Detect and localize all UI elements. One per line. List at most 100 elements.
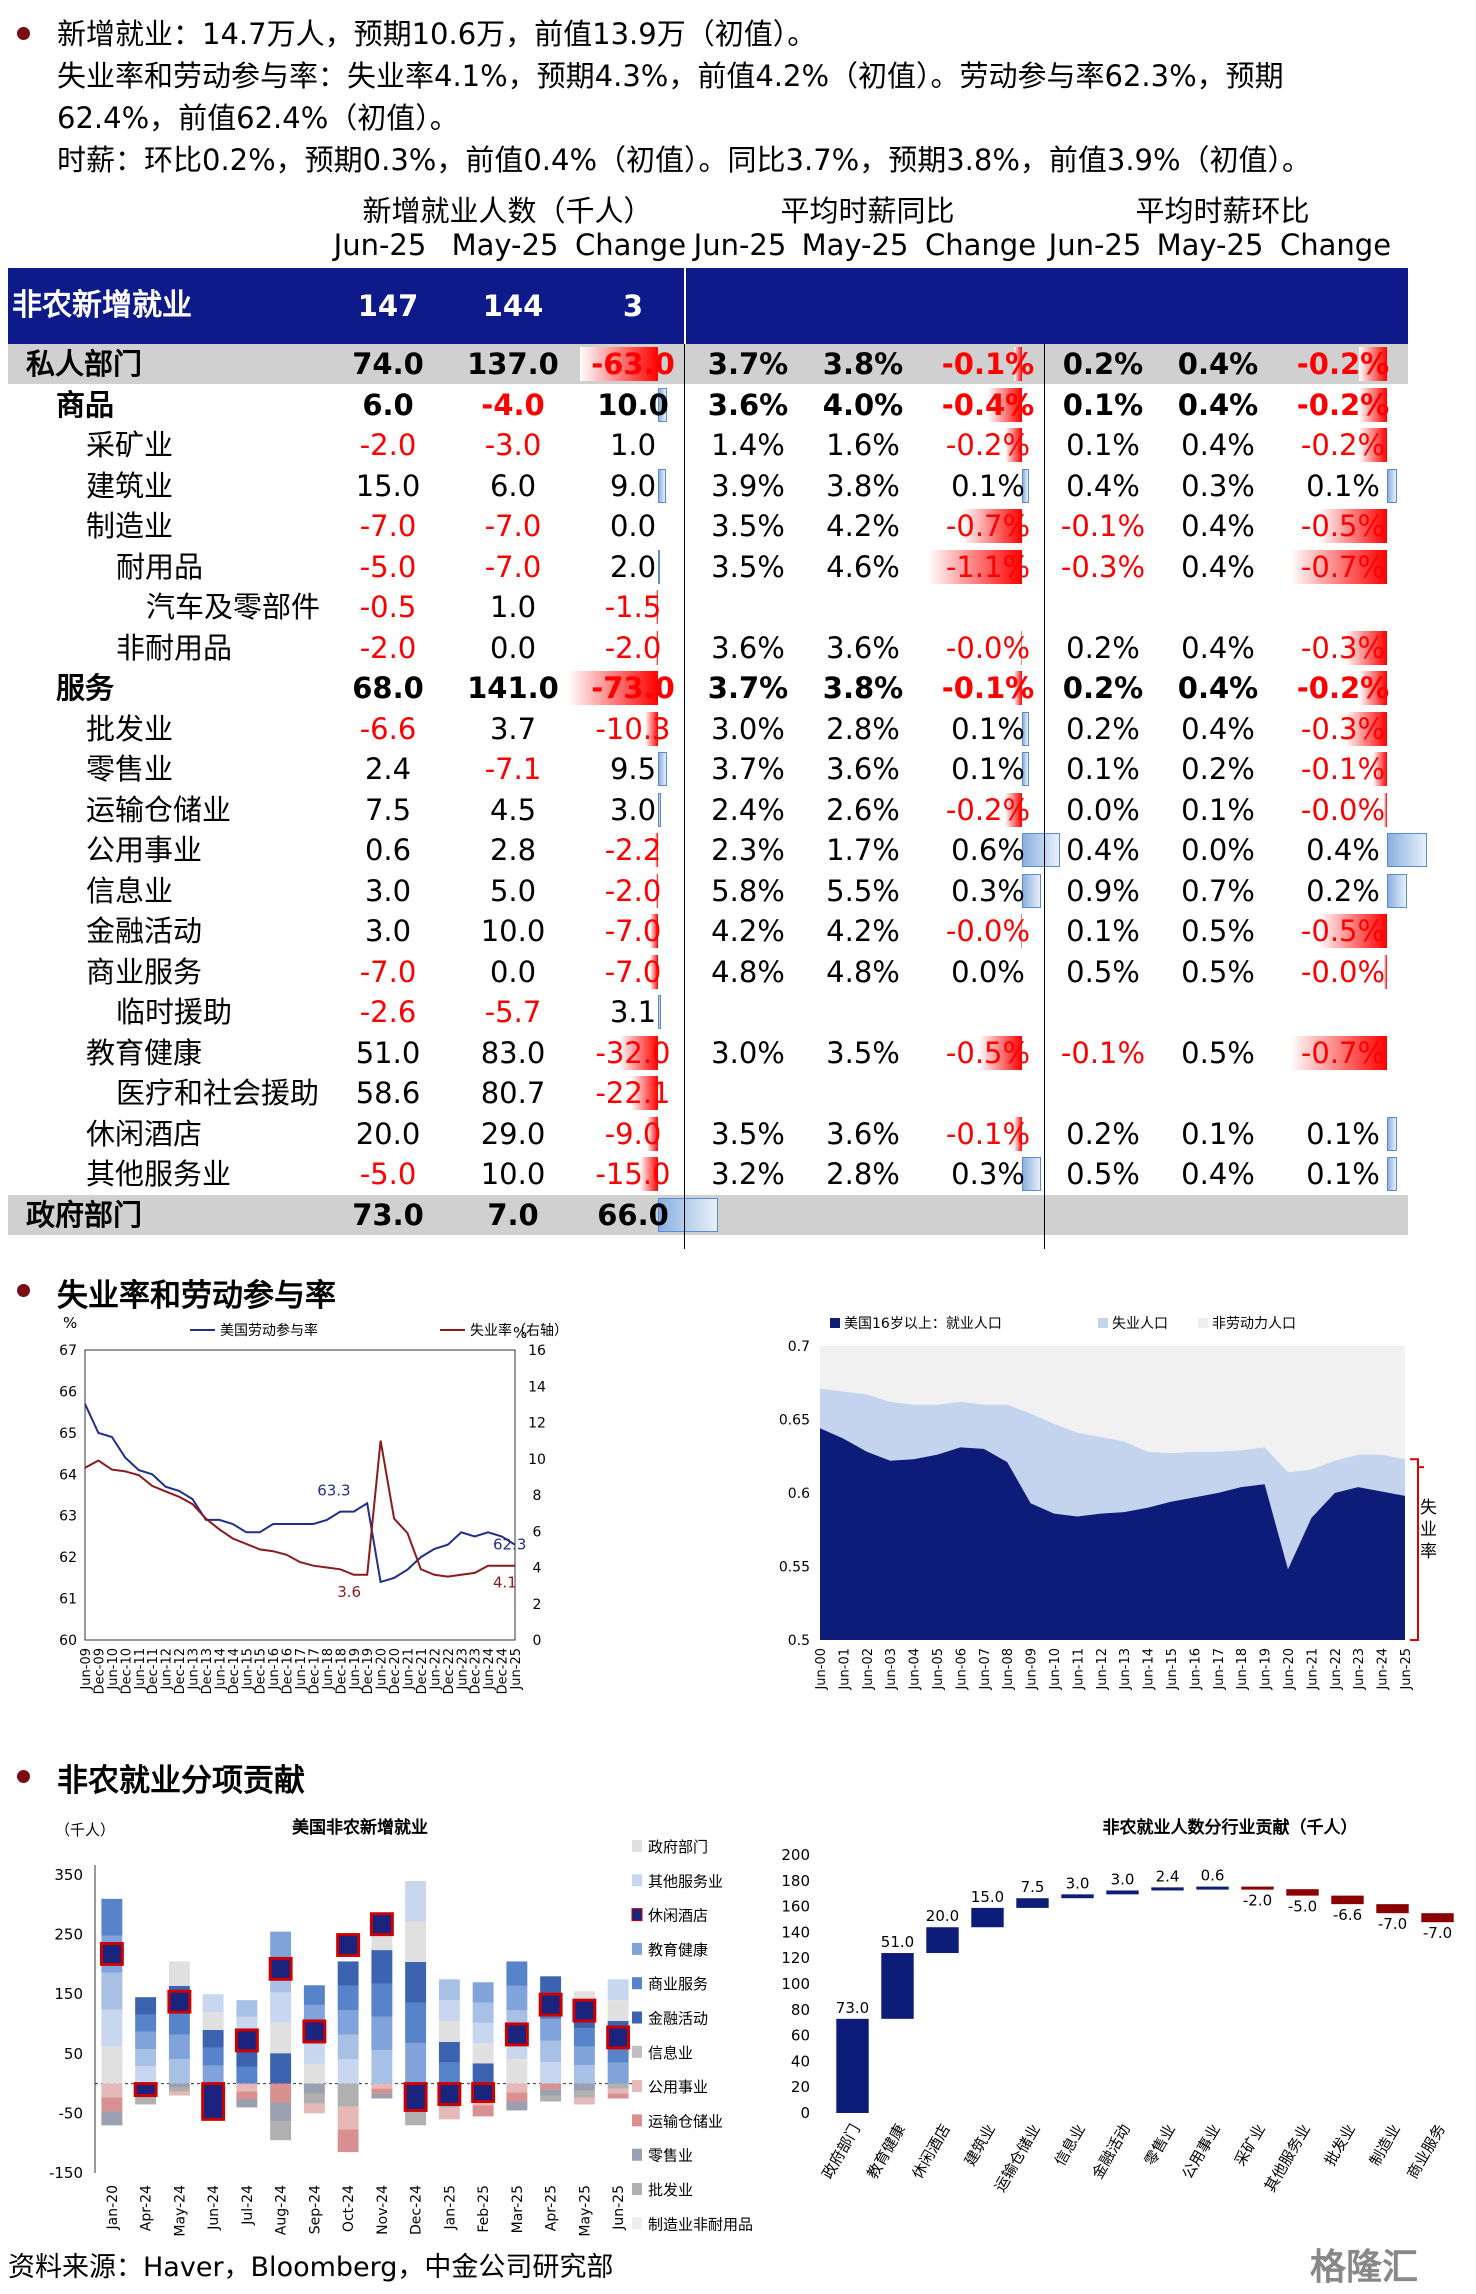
bar-segment — [472, 2022, 494, 2044]
x-tick-label: Jun-14 — [213, 1648, 228, 1691]
bar-segment — [101, 2097, 123, 2112]
x-tick-label: Dec-20 — [388, 1648, 403, 1694]
row-label: 运输仓储业 — [86, 792, 232, 827]
bar-segment — [202, 2065, 224, 2084]
x-tick-label: Dec-22 — [442, 1648, 457, 1694]
x-tick-label: Apr-25 — [544, 2185, 560, 2231]
x-tick-label: Dec-17 — [307, 1648, 322, 1694]
x-tick-label: Jun-25 — [1399, 1648, 1414, 1691]
row-value: 2.4% — [711, 792, 785, 827]
data-label: -5.0 — [1288, 1898, 1317, 1916]
waterfall-bar — [881, 1953, 914, 2019]
y-tick-label: 60 — [791, 2027, 810, 2045]
row-label: 建筑业 — [86, 468, 174, 503]
right-tick-label: 6 — [533, 1524, 542, 1540]
x-tick-label: 制造业 — [1366, 2121, 1404, 2169]
bar-segment — [506, 1985, 528, 2011]
row-label: 政府部门 — [26, 1197, 143, 1232]
bar-segment — [270, 2102, 292, 2122]
x-tick-label: Oct-24 — [341, 2185, 357, 2232]
x-tick-label: Mar-25 — [510, 2185, 526, 2233]
x-tick-label: Jun-24 — [482, 1648, 497, 1691]
total-marker — [133, 2082, 158, 2098]
x-tick-label: Jun-10 — [1048, 1648, 1063, 1691]
row-value: 3.7% — [707, 347, 789, 381]
right-tick-label: 8 — [533, 1488, 542, 1504]
x-tick-label: Dec-15 — [254, 1648, 269, 1694]
x-tick-label: Jun-10 — [106, 1648, 121, 1691]
change-bar — [1022, 833, 1060, 867]
bar-segment — [303, 1985, 325, 2005]
x-tick-label: Dec-18 — [334, 1648, 349, 1694]
waterfall-bar — [1331, 1895, 1364, 1905]
total-marker — [268, 1956, 293, 1981]
row-value: -7.1 — [484, 752, 542, 786]
table-row: 休闲酒店 20.0 29.0 -9.0 3.5% 3.6% -0.1% 0.2% 0.1% 0.1… — [8, 1114, 1408, 1154]
column-header: May-25 — [801, 228, 909, 262]
row-value: 0.4% — [1181, 509, 1255, 543]
bar-segment — [607, 2062, 629, 2084]
group-header-employment: 新增就业人数（千人） — [362, 194, 653, 228]
row-value: -32.0 — [595, 1035, 671, 1070]
row-value: 3.6% — [826, 1116, 900, 1151]
legend-label: 政府部门 — [648, 1838, 708, 1856]
bar-segment — [472, 2043, 494, 2064]
row-value: 10.0 — [480, 914, 546, 948]
row-value: 3.1 — [609, 995, 657, 1029]
waterfall-bar — [1241, 1886, 1274, 1890]
left-tick-label: 61 — [59, 1592, 77, 1608]
row-value: 51.0 — [355, 1035, 421, 1070]
population-share-chart: 0.7 0.65 0.6 0.55 0.5 Jun-00 Jun-01 Jun-02 Jun-0… — [779, 1316, 1437, 1691]
waterfall-bar — [1106, 1890, 1139, 1895]
row-label: 临时援助 — [116, 995, 233, 1029]
row-value: 2.8% — [826, 1157, 900, 1191]
x-tick-label: Sep-24 — [307, 2185, 323, 2234]
row-value: 3.6% — [826, 752, 900, 786]
bar-segment — [573, 2097, 595, 2105]
legend-swatch — [632, 2217, 642, 2230]
legend-label: 制造业非耐用品 — [648, 2215, 753, 2233]
total-marker — [336, 1933, 361, 1957]
legend-label: 零售业 — [648, 2147, 693, 2165]
total-row-divider — [684, 268, 686, 344]
table-row: 零售业 2.4 -7.1 9.5 3.7% 3.6% 0.1% 0.1% 0.2% -0.1% — [8, 749, 1408, 789]
legend-label: 公用事业 — [648, 2078, 708, 2096]
x-tick-label: Jun-11 — [1071, 1648, 1086, 1691]
bar-segment — [573, 2083, 595, 2091]
legend-label: 美国16岁以上：就业人口 — [844, 1316, 1002, 1332]
change-bar — [1022, 711, 1029, 746]
x-tick-label: Jun-02 — [861, 1648, 876, 1691]
change-bar — [1359, 671, 1387, 705]
bar-segment — [303, 2103, 325, 2114]
row-value: 141.0 — [467, 671, 559, 705]
bar-segment — [270, 2121, 292, 2141]
right-tick-label: 16 — [528, 1343, 546, 1359]
row-label: 信息业 — [86, 873, 174, 908]
legend-label: 其他服务业 — [648, 1872, 723, 1890]
row-value: 0.6% — [951, 833, 1025, 867]
bar-segment — [337, 1961, 359, 1986]
x-tick-label: 休闲酒店 — [908, 2121, 954, 2182]
y-tick-label: 0.5 — [788, 1633, 810, 1649]
bar-segment — [506, 2101, 528, 2111]
total-may: 144 — [482, 289, 544, 323]
bar-segment — [236, 2000, 258, 2017]
change-bar — [1383, 792, 1387, 827]
x-tick-label: Jun-20 — [1282, 1648, 1297, 1691]
bar-segment — [168, 2034, 190, 2060]
row-value: 0.4% — [1181, 428, 1255, 462]
row-value: 0.4% — [1181, 630, 1255, 665]
x-tick-label: 政府部门 — [818, 2121, 864, 2182]
bar-segment — [405, 1880, 427, 1922]
left-tick-label: 63 — [59, 1509, 77, 1525]
data-label: -7.0 — [1423, 1924, 1452, 1942]
row-value: -0.0% — [1300, 792, 1386, 827]
x-tick-label: Dec-16 — [281, 1648, 296, 1694]
total-marker — [572, 1998, 597, 2023]
legend-swatch — [632, 1840, 642, 1852]
row-value: -0.7% — [1300, 549, 1386, 584]
bar-segment — [303, 2083, 325, 2094]
row-value: -63.0 — [591, 347, 675, 381]
bar-segment — [438, 2000, 460, 2022]
bar-segment — [135, 2031, 157, 2050]
